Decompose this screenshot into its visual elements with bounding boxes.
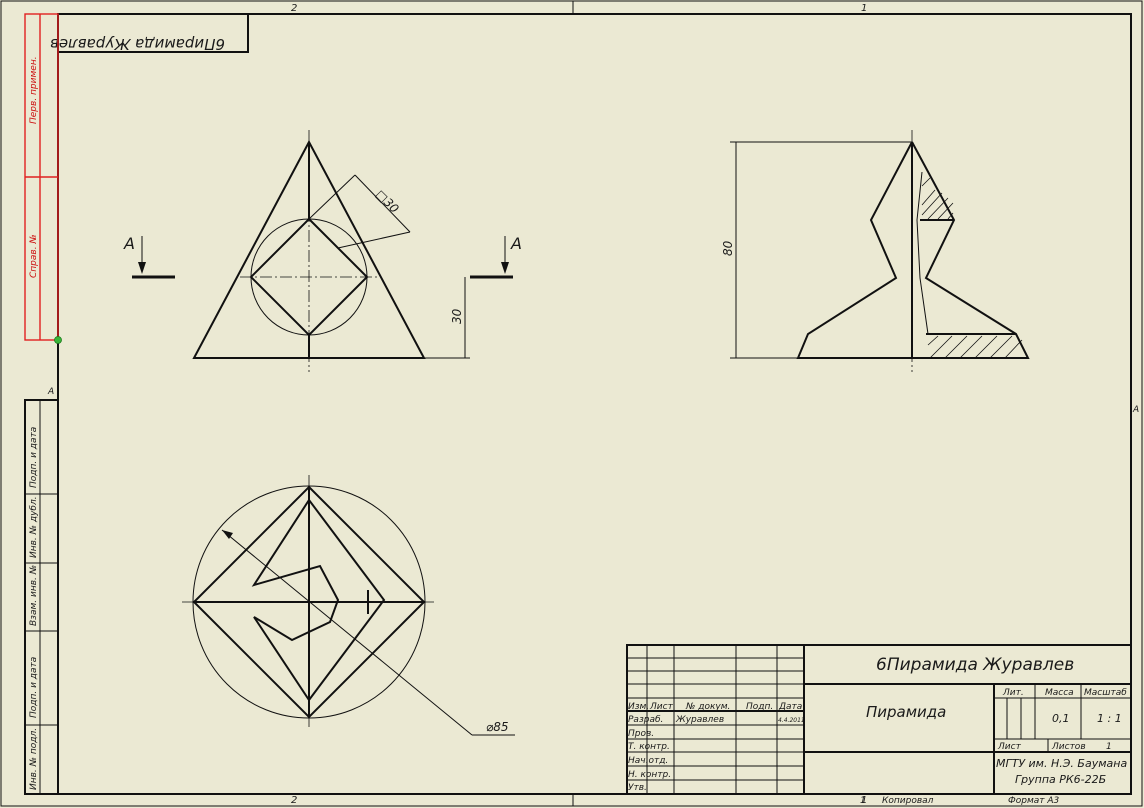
dim-30-label: 30: [450, 308, 464, 324]
row-razrab: Разраб.: [628, 715, 663, 725]
side-view-hatching: [921, 177, 1023, 359]
drawing-border: [57, 13, 1132, 795]
zone-label-top-1: 1: [861, 3, 867, 14]
dim-diameter-label: ⌀85: [486, 720, 509, 734]
title-part-name: Пирамида: [866, 703, 946, 721]
top-view: ⌀85: [182, 475, 515, 736]
sheet-label: Лист: [997, 742, 1022, 752]
dim-square-line: [354, 174, 411, 233]
zone-label-bottom-2: 2: [291, 795, 297, 806]
developer-date: 4.4.2011: [778, 717, 805, 724]
scale-label: Масштаб: [1084, 688, 1127, 698]
strip-label-podp-data-1: Подп. и дата: [29, 427, 39, 488]
zone-label-left-a: A: [47, 387, 54, 397]
row-utv: Утв.: [628, 783, 647, 793]
col-doc: № докум.: [685, 702, 730, 712]
strip-label-inv-podl: Инв. № подл.: [29, 728, 39, 790]
format-label: Формат А3: [1008, 796, 1060, 806]
col-izm: Изм.: [628, 702, 649, 712]
dim-80-label: 80: [721, 240, 735, 256]
section-arrow-right-icon: [501, 262, 509, 274]
strip-label-inv-dubl: Инв. № дубл.: [29, 496, 39, 558]
strip-label-perv-primen: Перв. примен.: [29, 56, 39, 124]
front-view: A A □30 30: [123, 130, 522, 372]
copied-num: 1: [860, 796, 866, 806]
zone-label-right-a: A: [1132, 405, 1139, 415]
anchor-point-icon[interactable]: [54, 336, 62, 344]
zone-label-bottom-1: 1: [861, 795, 867, 806]
section-label-left: A: [123, 234, 135, 253]
dim-square-label: □30: [373, 187, 402, 216]
row-nach-otd: Нач.отд.: [628, 756, 668, 766]
left-stamp-strip: [24, 399, 59, 795]
mass-label: Масса: [1045, 688, 1074, 698]
title-block: 6Пирамида Журавлев Пирамида Изм. Лист № …: [626, 644, 1132, 795]
mass-value: 0,1: [1052, 712, 1070, 725]
lit-label: Лит.: [1002, 688, 1024, 698]
scale-value: 1 : 1: [1097, 712, 1122, 725]
diameter-arrow-icon: [222, 530, 233, 539]
strip-label-sprav: Справ. №: [29, 234, 39, 278]
dim-diameter-leader: [221, 529, 473, 736]
developer-name: Журавлев: [675, 715, 724, 725]
copied-label: Копировал: [882, 796, 934, 806]
col-list: Лист: [649, 702, 674, 712]
col-podp: Подп.: [746, 702, 773, 712]
title-designation: 6Пирамида Журавлев: [876, 655, 1074, 675]
top-view-inner-shape: [251, 499, 386, 702]
side-view: 80: [721, 130, 1030, 372]
section-arrow-left-icon: [138, 262, 146, 274]
org-line-2: Группа РК6-22Б: [1015, 773, 1106, 786]
org-line-1: МГТУ им. Н.Э. Баумана: [996, 757, 1127, 770]
strip-label-podp-data-2: Подп. и дата: [29, 657, 39, 718]
sheets-label: Листов: [1051, 742, 1086, 752]
zone-label-top-2: 2: [291, 3, 297, 14]
mirrored-title: 6Пирамида Журавлев: [50, 35, 225, 53]
strip-label-vzam-inv: Взам. инв. №: [29, 565, 39, 626]
section-label-right: A: [510, 234, 522, 253]
col-data: Дата: [778, 702, 802, 712]
row-n-kontr: Н. контр.: [628, 770, 671, 780]
row-prov: Пров.: [628, 729, 654, 739]
sheets-value: 1: [1106, 742, 1112, 752]
row-t-kontr: Т. контр.: [628, 742, 670, 752]
